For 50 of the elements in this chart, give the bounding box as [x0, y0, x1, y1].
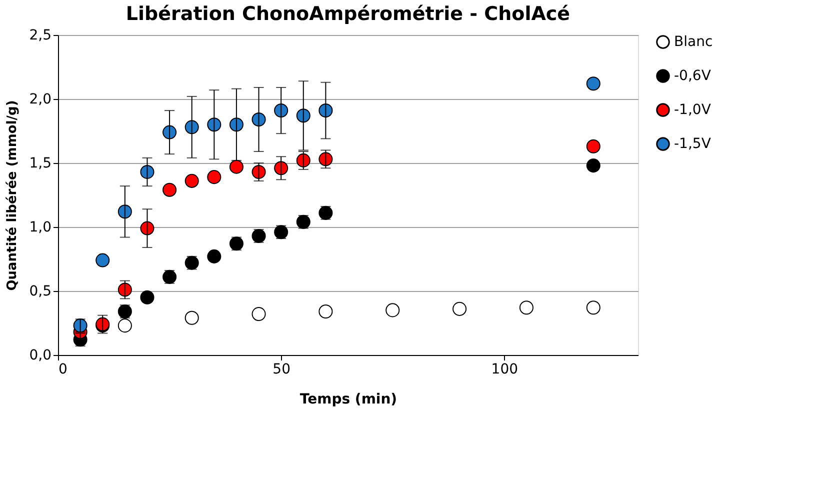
point: [586, 139, 600, 154]
x-axis-title: Temps (min): [300, 392, 398, 408]
point: [296, 153, 310, 168]
y-tick-label: 1,0: [29, 220, 52, 236]
point: [586, 158, 600, 173]
point: [519, 300, 534, 315]
point: [184, 310, 199, 325]
point: [140, 221, 154, 236]
y-axis-title: Quantité libérée (mmol/g): [5, 100, 20, 291]
point: [296, 108, 310, 123]
point: [318, 304, 333, 318]
point: [184, 174, 199, 188]
point: [386, 303, 400, 318]
y-tick-label: 2,5: [29, 28, 52, 44]
x-tick-label: 50: [272, 362, 290, 378]
point: [118, 204, 132, 219]
point: [318, 104, 333, 118]
y-tick-label: 0,0: [29, 348, 52, 364]
point: [274, 104, 288, 118]
point: [162, 125, 177, 140]
point: [184, 120, 199, 134]
point: [452, 302, 467, 316]
point: [207, 249, 222, 264]
y-tick-label: 1,5: [29, 156, 52, 172]
point: [252, 307, 266, 322]
point: [207, 118, 222, 132]
point: [96, 253, 110, 268]
point: [140, 164, 154, 179]
x-tick-label: 0: [58, 362, 68, 378]
point: [252, 164, 266, 179]
point: [252, 112, 266, 126]
legend-label: -0,6V: [674, 68, 712, 84]
legend-label: Blanc: [674, 34, 713, 50]
point: [118, 318, 132, 333]
y-tick-label: 2,0: [29, 92, 52, 108]
point: [207, 170, 222, 184]
point: [229, 160, 244, 174]
y-tick-label: 0,5: [29, 284, 52, 300]
point: [586, 76, 600, 91]
point: [140, 290, 154, 304]
point: [586, 300, 600, 315]
point: [118, 282, 132, 297]
legend-label: -1,5V: [674, 136, 712, 152]
point: [274, 161, 288, 176]
point: [229, 118, 244, 132]
x-tick-label: 100: [491, 362, 518, 378]
legend-label: -1,0V: [674, 102, 712, 118]
point: [318, 152, 333, 166]
chart-title: Libération ChonoAmpérométrie - CholAcé: [126, 3, 570, 25]
point: [162, 182, 177, 197]
